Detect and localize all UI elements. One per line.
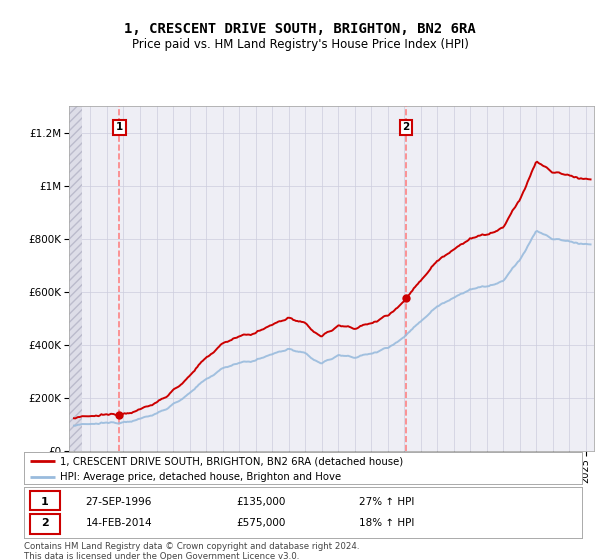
Text: 14-FEB-2014: 14-FEB-2014 <box>85 518 152 528</box>
Text: HPI: Average price, detached house, Brighton and Hove: HPI: Average price, detached house, Brig… <box>60 472 341 482</box>
Text: 1, CRESCENT DRIVE SOUTH, BRIGHTON, BN2 6RA (detached house): 1, CRESCENT DRIVE SOUTH, BRIGHTON, BN2 6… <box>60 456 404 466</box>
Text: £135,000: £135,000 <box>236 497 286 507</box>
Text: £575,000: £575,000 <box>236 518 286 528</box>
Text: 2: 2 <box>41 518 49 528</box>
Text: Contains HM Land Registry data © Crown copyright and database right 2024.
This d: Contains HM Land Registry data © Crown c… <box>24 542 359 560</box>
Text: 2: 2 <box>403 122 410 132</box>
FancyBboxPatch shape <box>29 515 60 534</box>
Text: 1: 1 <box>116 122 123 132</box>
Text: 1, CRESCENT DRIVE SOUTH, BRIGHTON, BN2 6RA: 1, CRESCENT DRIVE SOUTH, BRIGHTON, BN2 6… <box>124 22 476 36</box>
Text: 18% ↑ HPI: 18% ↑ HPI <box>359 518 414 528</box>
FancyBboxPatch shape <box>29 491 60 510</box>
Text: Price paid vs. HM Land Registry's House Price Index (HPI): Price paid vs. HM Land Registry's House … <box>131 38 469 51</box>
Bar <box>69 106 82 451</box>
Text: 1: 1 <box>41 497 49 507</box>
Bar <box>69 106 82 451</box>
Text: 27% ↑ HPI: 27% ↑ HPI <box>359 497 414 507</box>
Text: 27-SEP-1996: 27-SEP-1996 <box>85 497 152 507</box>
